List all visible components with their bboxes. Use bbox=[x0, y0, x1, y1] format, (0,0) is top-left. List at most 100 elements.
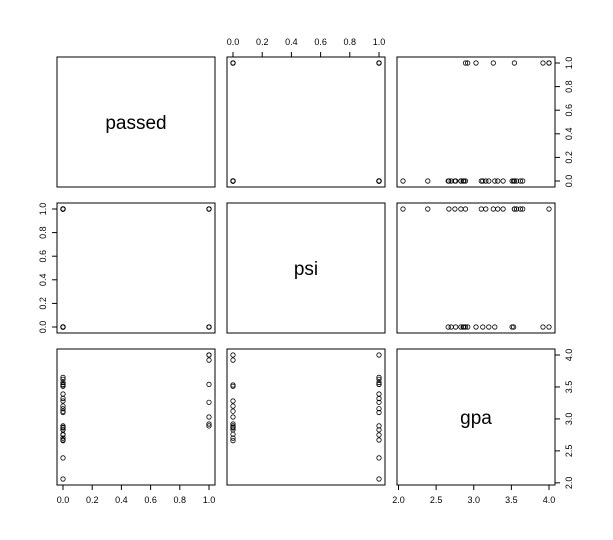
point-gpa-vs-psi bbox=[230, 421, 236, 427]
point-psi-vs-gpa bbox=[483, 206, 489, 212]
scatter-points bbox=[60, 60, 552, 482]
point-psi-vs-gpa bbox=[495, 206, 501, 212]
tick-label-passed: 0.8 bbox=[174, 495, 187, 505]
tick-label-gpa: 3.0 bbox=[467, 495, 480, 505]
point-psi-vs-gpa bbox=[473, 324, 479, 330]
point-passed-vs-gpa bbox=[500, 178, 506, 184]
point-psi-vs-gpa bbox=[510, 324, 517, 330]
tick-label-gpa: 2.5 bbox=[430, 495, 443, 505]
point-gpa-vs-psi bbox=[376, 379, 382, 386]
variable-labels: passed psi gpa bbox=[105, 113, 492, 429]
point-gpa-vs-passed bbox=[206, 421, 212, 427]
point-psi-vs-gpa bbox=[462, 324, 469, 330]
tick-label-passed: 0.0 bbox=[564, 175, 574, 188]
point-passed-vs-gpa bbox=[458, 178, 464, 184]
point-psi-vs-gpa bbox=[546, 324, 552, 330]
variable-label-psi: psi bbox=[294, 259, 318, 280]
point-psi-vs-gpa bbox=[517, 206, 524, 212]
point-gpa-vs-passed bbox=[60, 379, 66, 386]
panel-gpa-vs-psi bbox=[226, 348, 386, 486]
point-gpa-vs-psi bbox=[376, 455, 382, 461]
point-gpa-vs-passed bbox=[60, 435, 66, 441]
point-passed-vs-gpa bbox=[490, 60, 496, 66]
tick-label-passed: 0.2 bbox=[86, 495, 99, 505]
tick-label-passed: 0.6 bbox=[144, 495, 157, 505]
panel-passed-vs-psi bbox=[226, 56, 386, 188]
tick-label-gpa: 2.0 bbox=[392, 495, 405, 505]
tick-label-psi: 0.4 bbox=[285, 37, 298, 47]
axes: 0.0 0.2 0.4 0.6 0.8 1.0 0.0 0.2 0.4 0.6 0.8 1.0 2.0 2… bbox=[38, 37, 574, 505]
point-passed-vs-gpa bbox=[400, 178, 406, 184]
point-gpa-vs-psi bbox=[230, 435, 236, 441]
tick-label-gpa: 2.5 bbox=[564, 445, 574, 458]
tick-label-passed: 1.0 bbox=[564, 57, 574, 70]
tick-label-psi: 1.0 bbox=[373, 37, 386, 47]
point-gpa-vs-psi bbox=[376, 399, 382, 405]
point-passed-vs-gpa bbox=[486, 178, 492, 184]
point-gpa-vs-psi bbox=[230, 427, 236, 433]
point-passed-vs-gpa bbox=[511, 178, 518, 184]
point-passed-vs-psi bbox=[376, 178, 382, 184]
tick-label-psi: 0.2 bbox=[38, 297, 48, 310]
point-passed-vs-gpa bbox=[452, 178, 458, 184]
point-passed-vs-psi bbox=[376, 60, 382, 66]
tick-label-passed: 0.2 bbox=[564, 151, 574, 164]
point-psi-vs-gpa bbox=[458, 206, 464, 212]
point-psi-vs-gpa bbox=[445, 324, 451, 330]
point-psi-vs-gpa bbox=[500, 206, 506, 212]
tick-label-psi: 0.6 bbox=[38, 250, 48, 263]
point-passed-vs-gpa bbox=[511, 60, 518, 66]
point-psi-vs-gpa bbox=[446, 206, 452, 212]
point-gpa-vs-psi bbox=[230, 423, 236, 429]
point-gpa-vs-passed bbox=[206, 414, 212, 420]
point-gpa-vs-psi bbox=[376, 432, 382, 438]
point-gpa-vs-passed bbox=[206, 399, 212, 405]
point-gpa-vs-psi bbox=[376, 376, 382, 382]
point-gpa-vs-psi bbox=[376, 427, 382, 433]
point-gpa-vs-psi bbox=[230, 408, 236, 414]
point-psi-vs-gpa bbox=[462, 206, 469, 212]
point-gpa-vs-passed bbox=[60, 409, 66, 416]
point-passed-vs-gpa bbox=[495, 178, 501, 184]
point-gpa-vs-passed bbox=[206, 423, 212, 429]
point-gpa-vs-psi bbox=[376, 476, 382, 482]
point-gpa-vs-passed bbox=[60, 391, 66, 397]
point-passed-vs-gpa bbox=[483, 178, 489, 184]
point-gpa-vs-passed bbox=[60, 423, 66, 429]
point-passed-vs-gpa bbox=[492, 178, 498, 184]
point-gpa-vs-passed bbox=[206, 352, 212, 358]
point-passed-vs-gpa bbox=[461, 178, 467, 184]
point-gpa-vs-passed bbox=[60, 406, 66, 412]
point-psi-vs-gpa bbox=[478, 206, 484, 212]
point-psi-vs-gpa bbox=[486, 324, 492, 330]
point-gpa-vs-passed bbox=[60, 398, 66, 404]
tick-label-passed: 0.0 bbox=[57, 495, 70, 505]
point-gpa-vs-psi bbox=[376, 406, 382, 412]
tick-label-psi: 0.8 bbox=[38, 226, 48, 239]
point-psi-vs-gpa bbox=[465, 324, 471, 330]
point-passed-vs-gpa bbox=[513, 178, 520, 184]
point-gpa-vs-psi bbox=[230, 398, 236, 404]
point-passed-vs-gpa bbox=[425, 178, 431, 184]
point-psi-vs-passed bbox=[206, 324, 212, 330]
point-gpa-vs-psi bbox=[230, 382, 236, 388]
point-gpa-vs-passed bbox=[206, 381, 212, 387]
panel-psi-vs-passed bbox=[56, 202, 216, 334]
point-gpa-vs-passed bbox=[60, 381, 66, 387]
point-psi-vs-passed bbox=[60, 206, 66, 212]
tick-label-psi: 0.6 bbox=[314, 37, 327, 47]
tick-label-passed: 0.4 bbox=[115, 495, 128, 505]
point-gpa-vs-passed bbox=[60, 432, 66, 438]
point-passed-vs-gpa bbox=[473, 60, 479, 66]
point-passed-vs-gpa bbox=[546, 60, 552, 66]
point-gpa-vs-passed bbox=[60, 427, 66, 433]
tick-label-psi: 0.2 bbox=[256, 37, 269, 47]
point-psi-vs-gpa bbox=[453, 324, 459, 330]
tick-label-psi: 0.0 bbox=[38, 321, 48, 334]
point-passed-vs-gpa bbox=[462, 60, 469, 66]
point-gpa-vs-psi bbox=[376, 391, 382, 397]
point-psi-vs-gpa bbox=[461, 324, 467, 330]
point-psi-vs-passed bbox=[206, 206, 212, 212]
tick-label-psi: 0.8 bbox=[344, 37, 357, 47]
